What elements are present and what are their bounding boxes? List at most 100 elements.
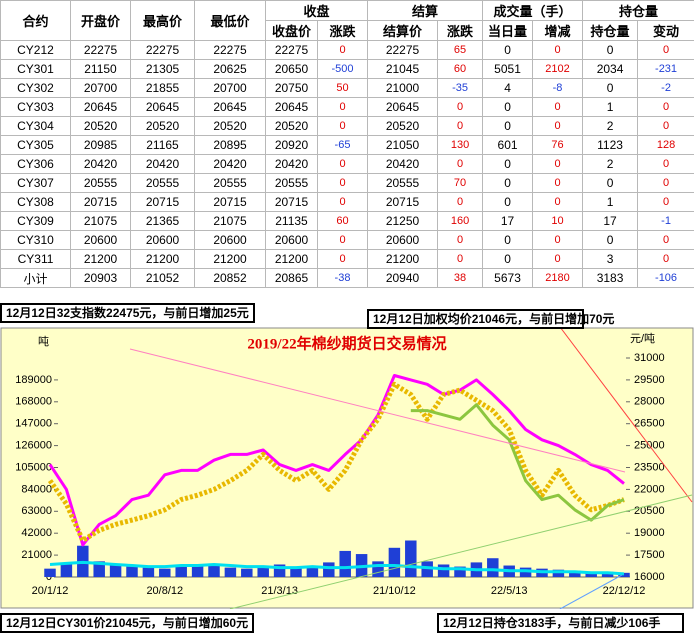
table-cell: 5673 bbox=[482, 268, 534, 288]
bar bbox=[175, 566, 187, 577]
y2-tick-label: 22000 bbox=[634, 483, 665, 495]
table-cell: 1 bbox=[582, 192, 639, 212]
table-cell: 0 bbox=[637, 173, 694, 193]
table-cell: 21050 bbox=[367, 135, 439, 155]
table-cell: 20600 bbox=[367, 230, 439, 250]
table-row: CY310 20600 20600 20600 20600 0 20600 0 0 0 0 0 bbox=[0, 230, 694, 250]
table-cell: -500 bbox=[316, 59, 369, 79]
table-cell: 2 bbox=[582, 116, 639, 136]
table-cell: 20625 bbox=[194, 59, 266, 79]
table-cell: -65 bbox=[316, 135, 369, 155]
table-row: CY308 20715 20715 20715 20715 0 20715 0 0 0 1 0 bbox=[0, 192, 694, 212]
bar bbox=[454, 566, 466, 577]
table-cell: 20645 bbox=[367, 97, 439, 117]
table-cell: 0 bbox=[482, 249, 534, 269]
group-header: 持仓量 bbox=[582, 0, 694, 21]
table-row: CY305 20985 21165 20895 20920 -65 21050 130 601 7… bbox=[0, 135, 694, 155]
y2-tick-label: 26500 bbox=[634, 418, 665, 430]
header-cell: 变动 bbox=[637, 20, 694, 41]
header-cell: 合约 bbox=[0, 0, 71, 41]
y2-tick-label: 23500 bbox=[634, 461, 665, 473]
table-cell: 0 bbox=[482, 192, 534, 212]
x-tick-label: 22/5/13 bbox=[491, 585, 528, 597]
table-cell: 20645 bbox=[194, 97, 266, 117]
table-cell: 0 bbox=[532, 116, 584, 136]
y2-tick-label: 19000 bbox=[634, 527, 665, 539]
header-row: 合约 开盘价 最高价 最低价 收盘 结算 成交量（手） 持仓量 bbox=[0, 0, 694, 41]
table-cell: 21045 bbox=[367, 59, 439, 79]
table-cell: 0 bbox=[532, 40, 584, 60]
table-cell: 20645 bbox=[265, 97, 318, 117]
table-cell: 0 bbox=[637, 40, 694, 60]
bar bbox=[437, 564, 450, 577]
table-cell: 0 bbox=[316, 154, 369, 174]
bar bbox=[44, 568, 56, 577]
table-cell: 0 bbox=[316, 40, 369, 60]
table-cell: 0 bbox=[637, 192, 694, 212]
pointer-line bbox=[129, 348, 626, 473]
table-cell: 3183 bbox=[582, 268, 639, 288]
table-cell: 160 bbox=[437, 211, 484, 231]
y-tick-label: 42000 bbox=[21, 527, 52, 539]
header-cell: 最低价 bbox=[194, 0, 266, 41]
y-tick-label: 147000 bbox=[15, 418, 52, 430]
table-row: CY304 20520 20520 20520 20520 0 20520 0 0 0 2 0 bbox=[0, 116, 694, 136]
table-cell: CY307 bbox=[0, 173, 71, 193]
table-cell: 20555 bbox=[70, 173, 131, 193]
group-header: 成交量（手） bbox=[482, 0, 584, 21]
group-header: 结算 bbox=[367, 0, 484, 21]
table-cell: 22275 bbox=[367, 40, 439, 60]
table-cell: 20715 bbox=[194, 192, 266, 212]
table-cell: 21200 bbox=[265, 249, 318, 269]
table-cell: 20555 bbox=[130, 173, 195, 193]
bar bbox=[126, 566, 138, 577]
y2-tick-label: 28000 bbox=[634, 396, 665, 408]
table-cell: 4 bbox=[482, 78, 534, 98]
table-cell: 20600 bbox=[130, 230, 195, 250]
table-cell: 22275 bbox=[130, 40, 195, 60]
table-cell: 0 bbox=[437, 230, 484, 250]
table-cell: 2034 bbox=[582, 59, 639, 79]
header-cell: 当日量 bbox=[482, 20, 534, 41]
table-cell: 20852 bbox=[194, 268, 266, 288]
table-cell: 0 bbox=[482, 230, 534, 250]
table-cell: 76 bbox=[532, 135, 584, 155]
table-cell: 0 bbox=[316, 116, 369, 136]
table-cell: 20715 bbox=[265, 192, 318, 212]
table-cell: 20650 bbox=[265, 59, 318, 79]
table-cell: 0 bbox=[437, 249, 484, 269]
table-cell: 0 bbox=[437, 192, 484, 212]
line bbox=[47, 381, 625, 543]
table-cell: 17 bbox=[482, 211, 534, 231]
table-cell: 0 bbox=[637, 116, 694, 136]
table-cell: 20520 bbox=[367, 116, 439, 136]
table-cell: -35 bbox=[437, 78, 484, 98]
annotation: 12月12日32支指数22475元，与前日增加25元 bbox=[0, 303, 255, 323]
chart-title: 2019/22年棉纱期货日交易情况 bbox=[247, 334, 446, 352]
table-row: CY302 20700 21855 20700 20750 50 21000 -35 4 -8 0-… bbox=[0, 78, 694, 98]
bar bbox=[257, 567, 269, 577]
table-cell: 0 bbox=[532, 97, 584, 117]
table-cell: 20520 bbox=[194, 116, 266, 136]
table-cell: 21855 bbox=[130, 78, 195, 98]
x-tick-label: 21/10/12 bbox=[373, 585, 416, 597]
bar bbox=[159, 568, 171, 577]
bar bbox=[93, 561, 105, 577]
table-cell: 20600 bbox=[70, 230, 131, 250]
table-cell: 20895 bbox=[194, 135, 266, 155]
bar bbox=[290, 566, 302, 577]
table-cell: CY308 bbox=[0, 192, 71, 212]
table-cell: CY306 bbox=[0, 154, 71, 174]
table-cell: 0 bbox=[532, 192, 584, 212]
y-tick-label: 126000 bbox=[15, 440, 52, 452]
table-row: CY306 20420 20420 20420 20420 0 20420 0 0 0 2 0 bbox=[0, 154, 694, 174]
table-cell: 21165 bbox=[130, 135, 195, 155]
table-cell: 0 bbox=[532, 230, 584, 250]
table-cell: 0 bbox=[482, 116, 534, 136]
bar bbox=[208, 565, 220, 577]
header-cell: 涨跌 bbox=[316, 20, 369, 41]
table-cell: 20645 bbox=[70, 97, 131, 117]
table-cell: 2 bbox=[582, 154, 639, 174]
table-cell: 0 bbox=[437, 97, 484, 117]
table-cell: CY305 bbox=[0, 135, 71, 155]
